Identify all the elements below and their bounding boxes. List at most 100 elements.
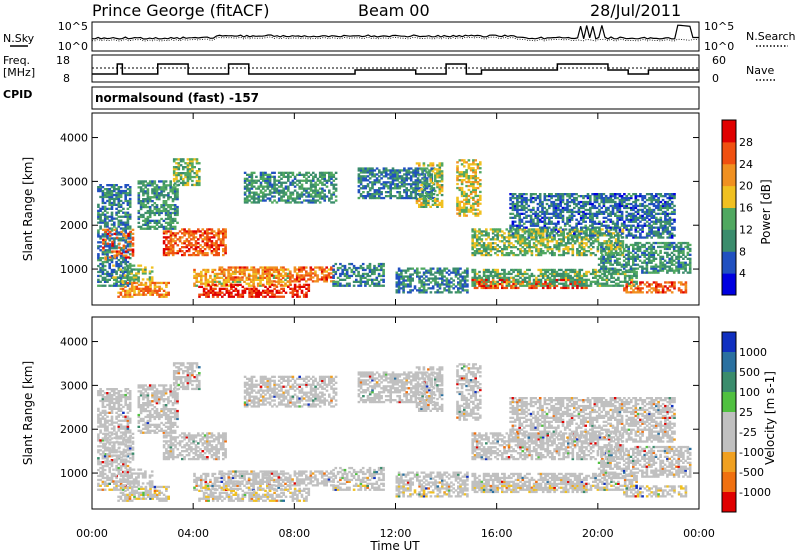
power-cell — [553, 278, 556, 281]
power-cell — [119, 221, 123, 224]
power-cell — [275, 201, 279, 204]
power-cell — [403, 179, 406, 182]
power-cell — [465, 202, 468, 205]
power-cell — [485, 232, 488, 235]
power-cell — [191, 166, 194, 169]
power-cell — [478, 244, 481, 247]
power-cell — [277, 295, 281, 298]
power-cell — [578, 274, 581, 278]
power-cell — [243, 287, 247, 290]
power-cell — [284, 282, 287, 285]
power-cell — [438, 269, 442, 272]
power-cell — [277, 280, 280, 283]
power-cell — [307, 175, 311, 178]
power-cell — [111, 242, 114, 245]
power-cell — [489, 272, 493, 276]
power-cell — [314, 199, 317, 202]
power-cell — [104, 258, 107, 261]
power-cell — [458, 206, 462, 209]
power-cell — [472, 163, 475, 166]
power-cell — [257, 289, 260, 292]
power-cell — [124, 231, 127, 234]
power-cell — [482, 286, 486, 290]
power-cell — [516, 282, 520, 285]
power-cell — [302, 266, 306, 269]
power-cell — [175, 168, 178, 171]
power-cell — [382, 185, 386, 188]
power-cell — [296, 295, 299, 298]
power-cell — [573, 206, 576, 210]
power-cell — [460, 186, 464, 190]
power-cell — [539, 228, 543, 231]
power-cell — [216, 295, 219, 298]
power-cell — [106, 193, 109, 197]
power-cell — [190, 234, 193, 237]
power-cell — [532, 284, 536, 288]
power-cell — [119, 215, 123, 218]
power-cell — [302, 278, 306, 281]
power-cell — [192, 230, 195, 233]
power-cell — [563, 222, 567, 225]
power-cell — [248, 175, 251, 178]
power-cell — [362, 177, 365, 180]
power-cell — [293, 201, 297, 204]
power-cell — [418, 271, 421, 274]
power-cell — [591, 204, 594, 208]
power-cell — [217, 252, 220, 255]
power-cell — [461, 285, 465, 288]
power-cell — [580, 252, 584, 255]
power-cell — [106, 259, 109, 262]
power-cell — [589, 195, 592, 198]
power-cell — [511, 193, 515, 196]
power-cell — [466, 267, 469, 270]
power-cell — [575, 204, 578, 208]
power-cell — [110, 260, 114, 264]
power-cell — [193, 284, 196, 287]
power-cell — [115, 197, 118, 201]
power-cell — [298, 285, 301, 288]
power-cell — [566, 232, 569, 235]
power-cell — [422, 164, 426, 167]
power-cell — [128, 293, 132, 296]
power-cell — [144, 190, 147, 193]
power-cell — [564, 242, 568, 245]
power-cell — [573, 202, 576, 206]
power-cell — [330, 175, 333, 178]
power-cell — [397, 289, 401, 292]
power-cell — [114, 270, 118, 273]
power-cell — [557, 216, 560, 219]
power-cell — [560, 240, 563, 243]
power-cell — [475, 276, 479, 279]
power-cell — [445, 283, 449, 286]
power-cell — [514, 240, 518, 243]
power-cell — [146, 225, 150, 228]
power-cell — [110, 272, 114, 276]
power-cell — [179, 158, 183, 161]
power-cell — [171, 192, 175, 195]
power-cell — [440, 205, 444, 208]
power-cell — [623, 270, 627, 274]
power-cell — [445, 277, 449, 280]
power-cell — [473, 244, 477, 247]
power-cell — [122, 211, 125, 214]
power-cell — [113, 247, 116, 250]
power-cell — [380, 191, 383, 194]
power-cell — [397, 273, 401, 276]
power-cell — [384, 175, 388, 178]
power-cell — [465, 194, 468, 198]
power-cell — [614, 270, 618, 274]
power-cell — [382, 272, 385, 276]
power-cell — [264, 193, 267, 196]
power-cell — [108, 245, 111, 248]
power-cell — [160, 188, 163, 191]
power-cell — [527, 236, 531, 239]
power-cell — [139, 225, 143, 228]
power-cell — [503, 286, 506, 290]
power-cell — [194, 236, 198, 239]
power-cell — [227, 278, 230, 281]
power-cell — [494, 242, 497, 245]
power-cell — [394, 187, 397, 190]
power-cell — [137, 196, 141, 199]
power-cell — [463, 283, 467, 286]
power-cell — [438, 189, 442, 193]
